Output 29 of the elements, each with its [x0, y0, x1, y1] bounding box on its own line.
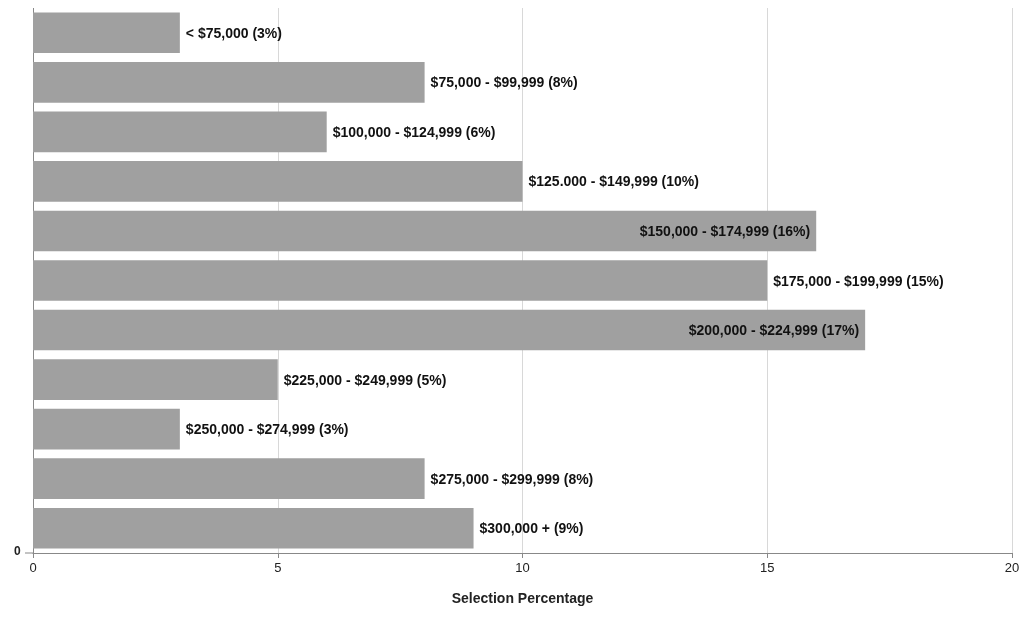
bar	[33, 408, 180, 450]
bar	[33, 62, 425, 103]
bar	[33, 309, 866, 351]
x-axis-title: Selection Percentage	[451, 590, 594, 606]
bar	[33, 359, 278, 400]
x-tick-label: 0	[29, 560, 37, 575]
data-label: $225,000 - $249,999 (5%)	[283, 371, 447, 388]
data-label: < $75,000 (3%)	[185, 24, 282, 41]
bar	[33, 210, 817, 252]
bar	[33, 458, 425, 499]
data-label: $250,000 - $274,999 (3%)	[185, 421, 349, 438]
x-tick-label: 15	[760, 560, 775, 575]
x-tick-label: 5	[274, 560, 282, 575]
data-label: $175,000 - $199,999 (15%)	[773, 272, 944, 289]
data-label: $75,000 - $99,999 (8%)	[430, 74, 578, 91]
bar	[33, 507, 474, 549]
bar	[33, 161, 523, 202]
data-label: $200,000 - $224,999 (17%)	[688, 322, 860, 339]
data-label: $300,000 + (9%)	[479, 520, 584, 537]
data-label: $275,000 - $299,999 (8%)	[430, 470, 594, 487]
bar	[33, 12, 180, 54]
bar	[33, 260, 768, 301]
text: 0	[14, 544, 21, 558]
x-tick-label: 20	[1004, 560, 1020, 575]
data-label: $100,000 - $124,999 (6%)	[332, 123, 496, 140]
data-label: $150,000 - $174,999 (16%)	[639, 222, 811, 239]
x-tick-label: 10	[515, 560, 530, 575]
data-label: $125.000 - $149,999 (10%)	[528, 173, 699, 190]
bar	[33, 111, 327, 153]
